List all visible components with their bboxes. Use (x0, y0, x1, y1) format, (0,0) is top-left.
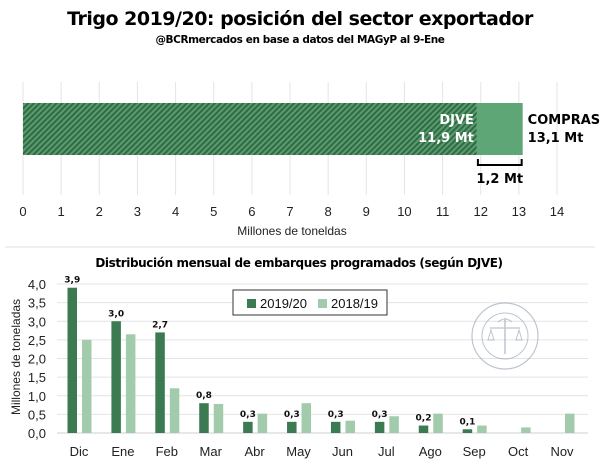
top-x-tick-label: 11 (436, 204, 450, 219)
bottom-y-tick-label: 3,5 (28, 296, 46, 311)
bar-2019-20 (462, 429, 473, 433)
legend: 2019/20 2018/19 (232, 289, 388, 316)
bar-2019-20 (243, 421, 253, 433)
bar-2018-19 (477, 425, 487, 433)
bar-2019-20 (155, 332, 165, 433)
page-title: Trigo 2019/20: posición del sector expor… (67, 8, 533, 30)
bottom-y-ticks: 0,0 0,5 1,0 1,5 2,0 2,5 3,0 3,5 4,0 (28, 277, 46, 441)
top-x-tick-label: 8 (325, 204, 332, 219)
bar-2019-20 (418, 425, 429, 433)
bottom-y-axis-label: Millones de toneladas (9, 299, 23, 415)
bottom-x-tick-label: Jul (378, 444, 395, 459)
bottom-x-tick-label: Mar (200, 444, 223, 459)
data-label-2019-20: 0,3 (284, 410, 300, 420)
top-x-tick-label: 2 (96, 204, 103, 219)
bar-2018-19 (345, 420, 355, 433)
bottom-x-tick-label: Dic (70, 444, 89, 459)
top-x-tick-label: 7 (286, 204, 293, 219)
data-label-2019-20: 3,9 (64, 276, 80, 286)
top-x-tick-label: 12 (473, 204, 487, 219)
bottom-x-tick-label: Feb (156, 444, 178, 459)
data-label-2019-20: 0,1 (459, 417, 475, 427)
bar-2018-19 (389, 416, 399, 433)
bottom-y-tick-label: 3,0 (28, 314, 46, 329)
bottom-x-ticks: Dic Ene Feb Mar Abr May Jun Jul Ago Sep Oct Nov (70, 444, 574, 459)
export-position-chart: 0 1 2 3 4 5 6 7 8 9 10 11 12 13 14 DJVE 11,9 Mt COMPRA… (5, 82, 600, 248)
legend-label-2019-20: 2019/20 (260, 296, 307, 311)
bottom-y-tick-label: 2,5 (28, 333, 46, 348)
legend-swatch-2018-19 (318, 299, 327, 308)
bottom-bars: 3,9 3,0 2,7 0,8 0,3 0,3 0,3 0,3 0,2 0,1 (64, 276, 575, 433)
bottom-y-tick-label: 0,0 (28, 426, 46, 441)
data-label-2019-20: 3,0 (108, 309, 124, 319)
bottom-y-tick-label: 1,5 (28, 370, 46, 385)
bottom-x-tick-label: Nov (550, 444, 574, 459)
bottom-chart-title: Distribución mensual de embarques progra… (95, 256, 502, 270)
difference-label: 1,2 Mt (476, 172, 523, 187)
bar-2018-19 (301, 403, 312, 433)
bar-2019-20 (287, 421, 297, 433)
bottom-y-tick-label: 1,0 (28, 389, 46, 404)
legend-swatch-2019-20 (247, 299, 256, 308)
compras-bar (476, 103, 523, 155)
bar-2019-20 (67, 287, 77, 433)
bar-2019-20 (199, 403, 209, 433)
bcr-seal-watermark (471, 302, 539, 370)
top-x-axis-label: Millones de toneldas (237, 224, 346, 238)
compras-label: COMPRAS (528, 113, 600, 128)
djve-value-label: 11,9 Mt (418, 131, 474, 146)
top-x-tick-label: 6 (248, 204, 255, 219)
bottom-y-tick-label: 2,0 (28, 352, 46, 367)
top-x-tick-label: 4 (172, 204, 179, 219)
compras-value-label: 13,1 Mt (528, 131, 584, 146)
difference-bracket (476, 159, 523, 166)
bar-2019-20 (374, 421, 385, 433)
bar-2018-19 (521, 427, 531, 433)
bar-2018-19 (565, 413, 575, 433)
data-label-2019-20: 0,3 (328, 410, 344, 420)
bar-2018-19 (257, 413, 268, 433)
top-x-tick-label: 5 (210, 204, 217, 219)
bar-2019-20 (111, 321, 121, 433)
data-label-2019-20: 0,3 (240, 410, 256, 420)
top-x-tick-label: 13 (512, 204, 526, 219)
djve-bar (23, 103, 477, 155)
top-bars (23, 103, 523, 155)
djve-label: DJVE (439, 113, 474, 128)
page-subtitle: @BCRmercados en base a datos del MAGyP a… (155, 34, 445, 46)
bottom-x-tick-label: Abr (245, 444, 266, 459)
top-x-tick-label: 1 (58, 204, 65, 219)
bar-2018-19 (169, 388, 180, 433)
top-x-tick-label: 14 (550, 204, 564, 219)
top-x-tick-label: 3 (134, 204, 141, 219)
data-label-2019-20: 0,3 (372, 410, 388, 420)
top-x-tick-label: 10 (397, 204, 411, 219)
top-x-tick-label: 0 (19, 204, 26, 219)
bottom-x-tick-label: Ene (111, 444, 134, 459)
data-label-2019-20: 2,7 (152, 320, 168, 330)
bottom-x-tick-label: Oct (508, 444, 529, 459)
bar-2019-20 (330, 421, 341, 433)
legend-label-2018-19: 2018/19 (331, 296, 378, 311)
data-label-2019-20: 0,8 (196, 391, 212, 401)
top-x-ticks: 0 1 2 3 4 5 6 7 8 9 10 11 12 13 14 (19, 204, 564, 219)
bar-2018-19 (433, 413, 443, 433)
bottom-y-tick-label: 0,5 (28, 407, 46, 422)
top-x-tick-label: 9 (363, 204, 370, 219)
bar-2018-19 (82, 339, 92, 433)
bar-2018-19 (125, 334, 136, 433)
bottom-y-tick-label: 4,0 (28, 277, 46, 292)
data-label-2019-20: 0,2 (416, 414, 432, 424)
bottom-x-tick-label: Sep (463, 444, 486, 459)
bar-2018-19 (213, 403, 224, 433)
bottom-x-tick-label: Ago (419, 444, 442, 459)
bottom-x-tick-label: Jun (332, 444, 353, 459)
bottom-x-tick-label: May (286, 444, 311, 459)
